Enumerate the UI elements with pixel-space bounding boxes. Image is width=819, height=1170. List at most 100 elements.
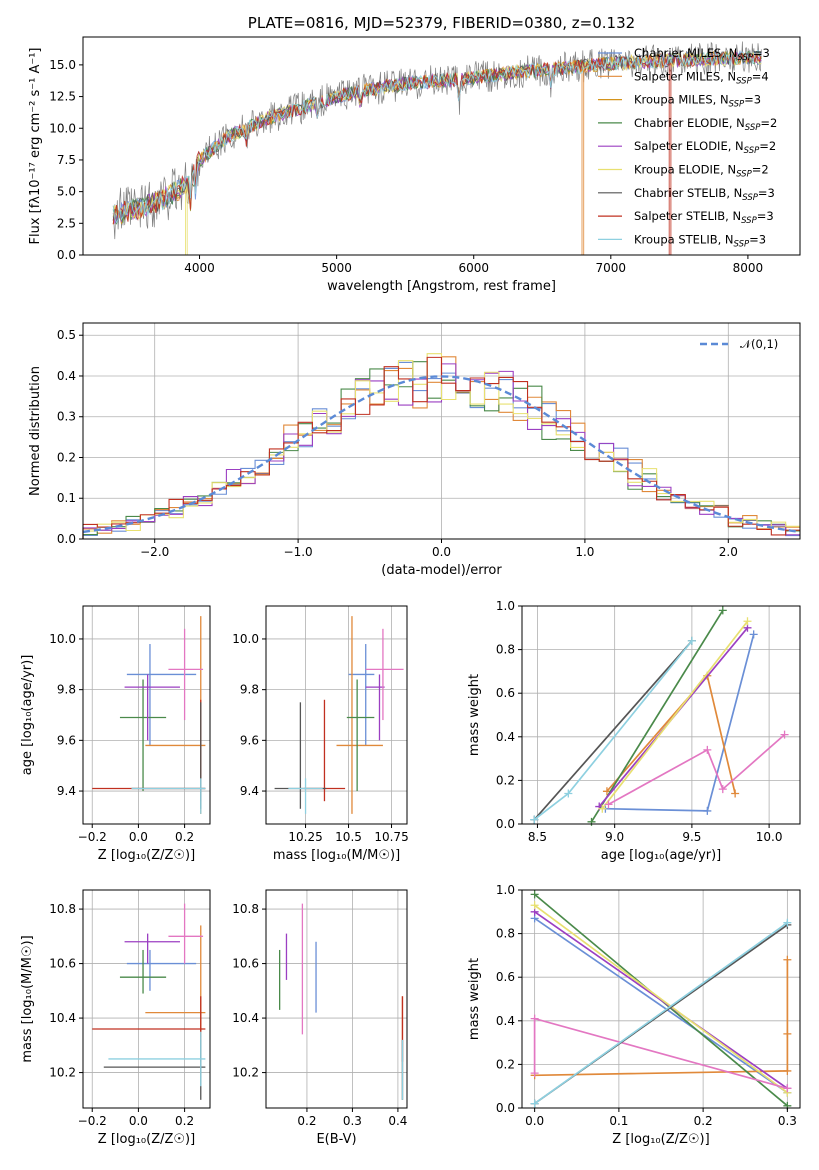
weight-line-4 [534,904,788,1094]
weight-marker [731,789,740,798]
x-tick-label: 9.5 [682,830,701,844]
x-tick-label: 0.0 [129,830,148,844]
plot-area [274,616,404,814]
legend-count: =3 [753,46,770,60]
y-tick-label: 1.0 [496,599,515,613]
x-tick-label: 0.2 [694,1114,713,1128]
y-tick-label: 0.4 [57,369,76,383]
y-tick-label: 0.4 [496,1014,515,1028]
weight-marker [783,955,792,964]
y-tick-label: 0.4 [496,730,515,744]
legend-count: =2 [759,139,776,153]
weight-line-3 [534,911,788,1090]
legend-entry: Chabrier STELIB, NSSP=3 [634,186,775,203]
plot-area [530,606,789,826]
x-tick-label: 8.5 [528,830,547,844]
y-tick-label: 9.4 [57,784,76,798]
legend-sub: SSP [737,53,753,63]
x-tick-label: 5000 [321,261,352,275]
y-tick-label: 2.5 [57,216,76,230]
axes-frame [82,36,801,256]
y-tick-label: 12.5 [49,90,76,104]
y-axis-label: age [log₁₀(age/yr)] [20,655,35,776]
weight-marker [703,745,712,754]
y-tick-label: 9.8 [57,683,76,697]
y-axis-label: Normed distribution [28,366,43,496]
legend-entry: Kroupa ELODIE, NSSP=2 [634,163,769,180]
plot-area [82,353,801,539]
spectrum-model-line-5 [112,50,762,255]
y-tick-label: 10.8 [49,902,76,916]
y-axis-label: mass weight [467,958,482,1040]
legend-sub: SSP [742,193,758,203]
axes-frame [265,605,408,825]
x-tick-label: 10.25 [288,830,322,844]
x-tick-label: 0.2 [175,830,194,844]
x-tick-label: 0.1 [609,1114,628,1128]
age-vs-mass-panel: 10.25 10.5 10.75 9.4 9.6 9.8 10.0 mass [log₁₀(M… [232,605,409,863]
y-tick-label: 0.0 [57,532,76,546]
axes-frame [521,889,801,1109]
chart-title: PLATE=0816, MJD=52379, FIBERID=0380, z=0… [248,14,635,32]
weight-marker [718,785,727,794]
weight-marker [687,636,696,645]
x-axis-label: (data-model)/error [381,563,502,578]
y-tick-label: 1.0 [496,883,515,897]
legend-sub: SSP [745,123,761,133]
weight-line-6 [533,640,693,821]
legend-sub: SSP [736,76,752,86]
legend-sub: SSP [736,170,752,180]
y-tick-label: 0.8 [496,643,515,657]
legend-count: =3 [758,186,775,200]
y-tick-label: 10.0 [49,632,76,646]
x-tick-label: −0.2 [78,830,107,844]
weight-marker [604,800,613,809]
x-tick-label: 4000 [184,261,215,275]
x-tick-label: 2.0 [719,545,738,559]
y-tick-label: 0.2 [496,1057,515,1071]
y-tick-label: 9.8 [240,683,259,697]
x-tick-label: 9.0 [605,830,624,844]
weight-marker [783,1029,792,1038]
x-tick-label: 0.0 [525,1114,544,1128]
x-tick-label: 8000 [733,261,764,275]
x-axis-label: wavelength [Angstrom, rest frame] [327,279,556,294]
x-tick-label: −2.0 [140,545,169,559]
x-tick-label: 0.0 [432,545,451,559]
histogram-step-4 [82,353,800,539]
y-tick-label: 0.2 [496,773,515,787]
y-tick-label: 10.6 [49,957,76,971]
mass-vs-metallicity-panel: −0.2 0.0 0.2 10.2 10.4 10.6 10.8 Z [log₁₀(Z/Z☉)… [20,889,211,1147]
y-tick-label: 0.2 [57,450,76,464]
x-tick-label: 1.0 [575,545,594,559]
legend-entry: Chabrier ELODIE, NSSP=2 [634,116,777,133]
legend-entry: Kroupa MILES, NSSP=3 [634,93,761,110]
x-tick-label: 10.5 [335,830,362,844]
x-axis-label: age [log₁₀(age/yr)] [601,848,722,863]
y-axis-label: Flux [fλ10⁻¹⁷ erg cm⁻² s⁻¹ A⁻¹] [28,48,43,245]
spectrum-model-line-7 [112,49,762,255]
weight-marker [530,1069,539,1078]
legend-entry: Chabrier MILES, NSSP=3 [634,46,770,63]
y-tick-label: 10.2 [49,1066,76,1080]
mass-weight-vs-metallicity-panel: 0.0 0.1 0.2 0.3 0.0 0.2 0.4 0.6 0.8 1.0 Z [log₁₀(Z… [467,883,801,1147]
plot-area [112,41,762,255]
x-tick-label: 0.3 [778,1114,797,1128]
weight-marker [530,815,539,824]
residual-histogram-panel: −2.0 −1.0 0.0 1.0 2.0 0.0 0.1 0.2 0.3 0.4 0.5 (data… [28,322,801,578]
legend-name: Kroupa STELIB, N [634,232,734,246]
y-tick-label: 0.0 [496,817,515,831]
y-tick-label: 5.0 [57,185,76,199]
axes-frame [521,605,801,825]
weight-marker [598,804,607,813]
legend-name: Chabrier MILES, N [634,46,737,60]
legend-count: =2 [752,163,769,177]
y-tick-label: 0.3 [57,410,76,424]
x-tick-label: 10.0 [756,830,783,844]
plot-area [278,903,404,1100]
y-tick-label: 10.0 [232,632,259,646]
y-axis-label: mass weight [467,674,482,756]
weight-marker [783,918,792,927]
weight-marker [718,606,727,615]
weight-marker [749,630,758,639]
